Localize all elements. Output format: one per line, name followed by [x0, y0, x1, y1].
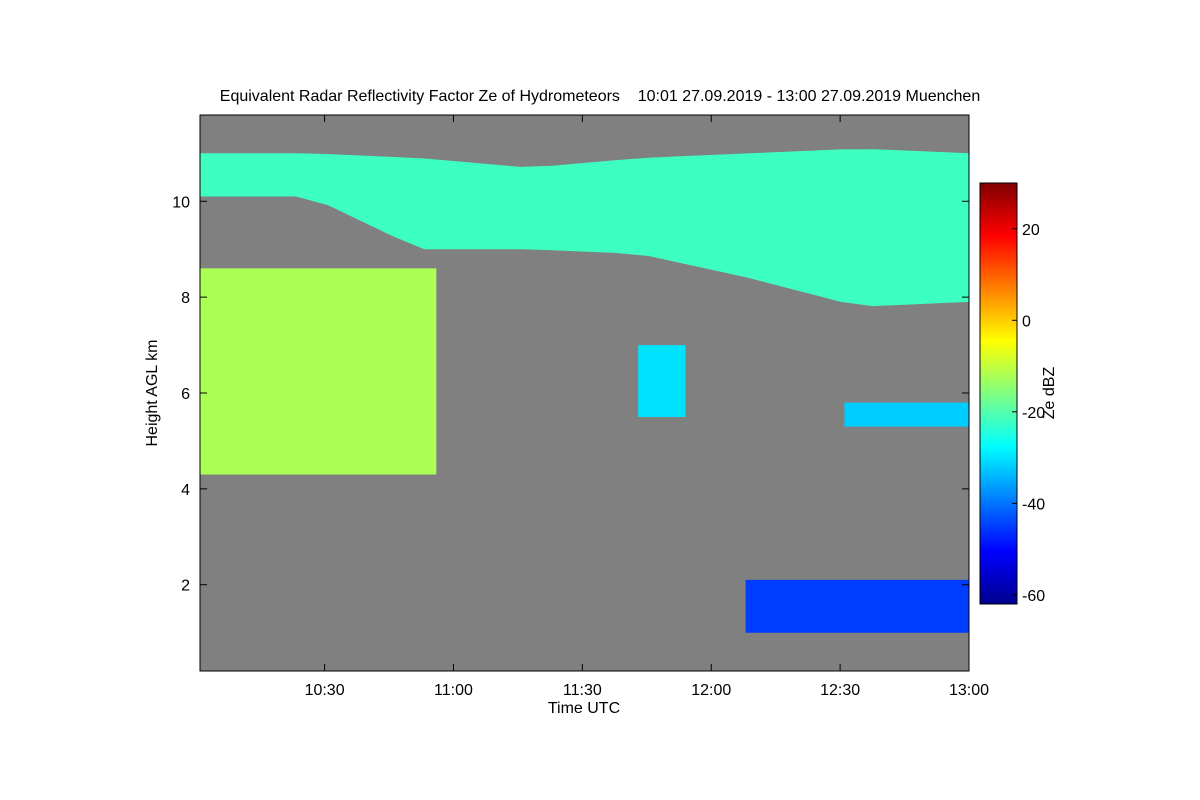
y-axis: 2 4 6 8 10	[172, 194, 969, 595]
colorbar-axis: -60 -40 -20 0 20	[1012, 222, 1045, 605]
colorbar-tick-label: 0	[1022, 313, 1031, 330]
colorbar	[979, 182, 1018, 605]
x-tick-label: 13:00	[949, 682, 989, 699]
y-tick-label: 4	[181, 482, 190, 499]
x-tick-label: 12:00	[691, 682, 731, 699]
chart-title-text: Equivalent Radar Reflectivity Factor Ze …	[219, 88, 620, 105]
y-axis-label: Height AGL km	[144, 339, 161, 446]
x-axis: 10:30 11:00 11:30 12:00 12:30 13:00	[305, 115, 989, 699]
y-tick-label: 10	[172, 194, 190, 211]
colorbar-tick-label: 20	[1022, 222, 1040, 239]
x-axis-label: Time UTC	[548, 700, 620, 717]
feature-upper-cirrus-band	[200, 149, 969, 307]
feature-mid-level-cloud	[200, 268, 437, 475]
chart-title: Equivalent Radar Reflectivity Factor Ze …	[0, 88, 1200, 106]
y-tick-label: 8	[181, 290, 190, 307]
feature-small-cloud-near-12-40	[844, 402, 969, 427]
colorbar-tick-label: -60	[1022, 588, 1045, 605]
feature-small-cloud-near-11-45	[638, 345, 686, 417]
y-tick-label: 2	[181, 578, 190, 595]
feature-low-level-clutter	[745, 579, 969, 633]
colorbar-tick-label: -20	[1022, 405, 1045, 422]
chart-time-range: 10:01 27.09.2019 - 13:00 27.09.2019 Muen…	[637, 88, 981, 105]
x-tick-label: 11:00	[434, 682, 473, 699]
colorbar-tick-label: -40	[1022, 496, 1045, 513]
reflectivity-field	[200, 149, 969, 633]
x-tick-label: 12:30	[820, 682, 860, 699]
x-tick-label: 10:30	[305, 682, 345, 699]
y-tick-label: 6	[181, 386, 190, 403]
x-tick-label: 11:30	[563, 682, 602, 699]
colorbar-label: Ze dBZ	[1041, 367, 1058, 420]
